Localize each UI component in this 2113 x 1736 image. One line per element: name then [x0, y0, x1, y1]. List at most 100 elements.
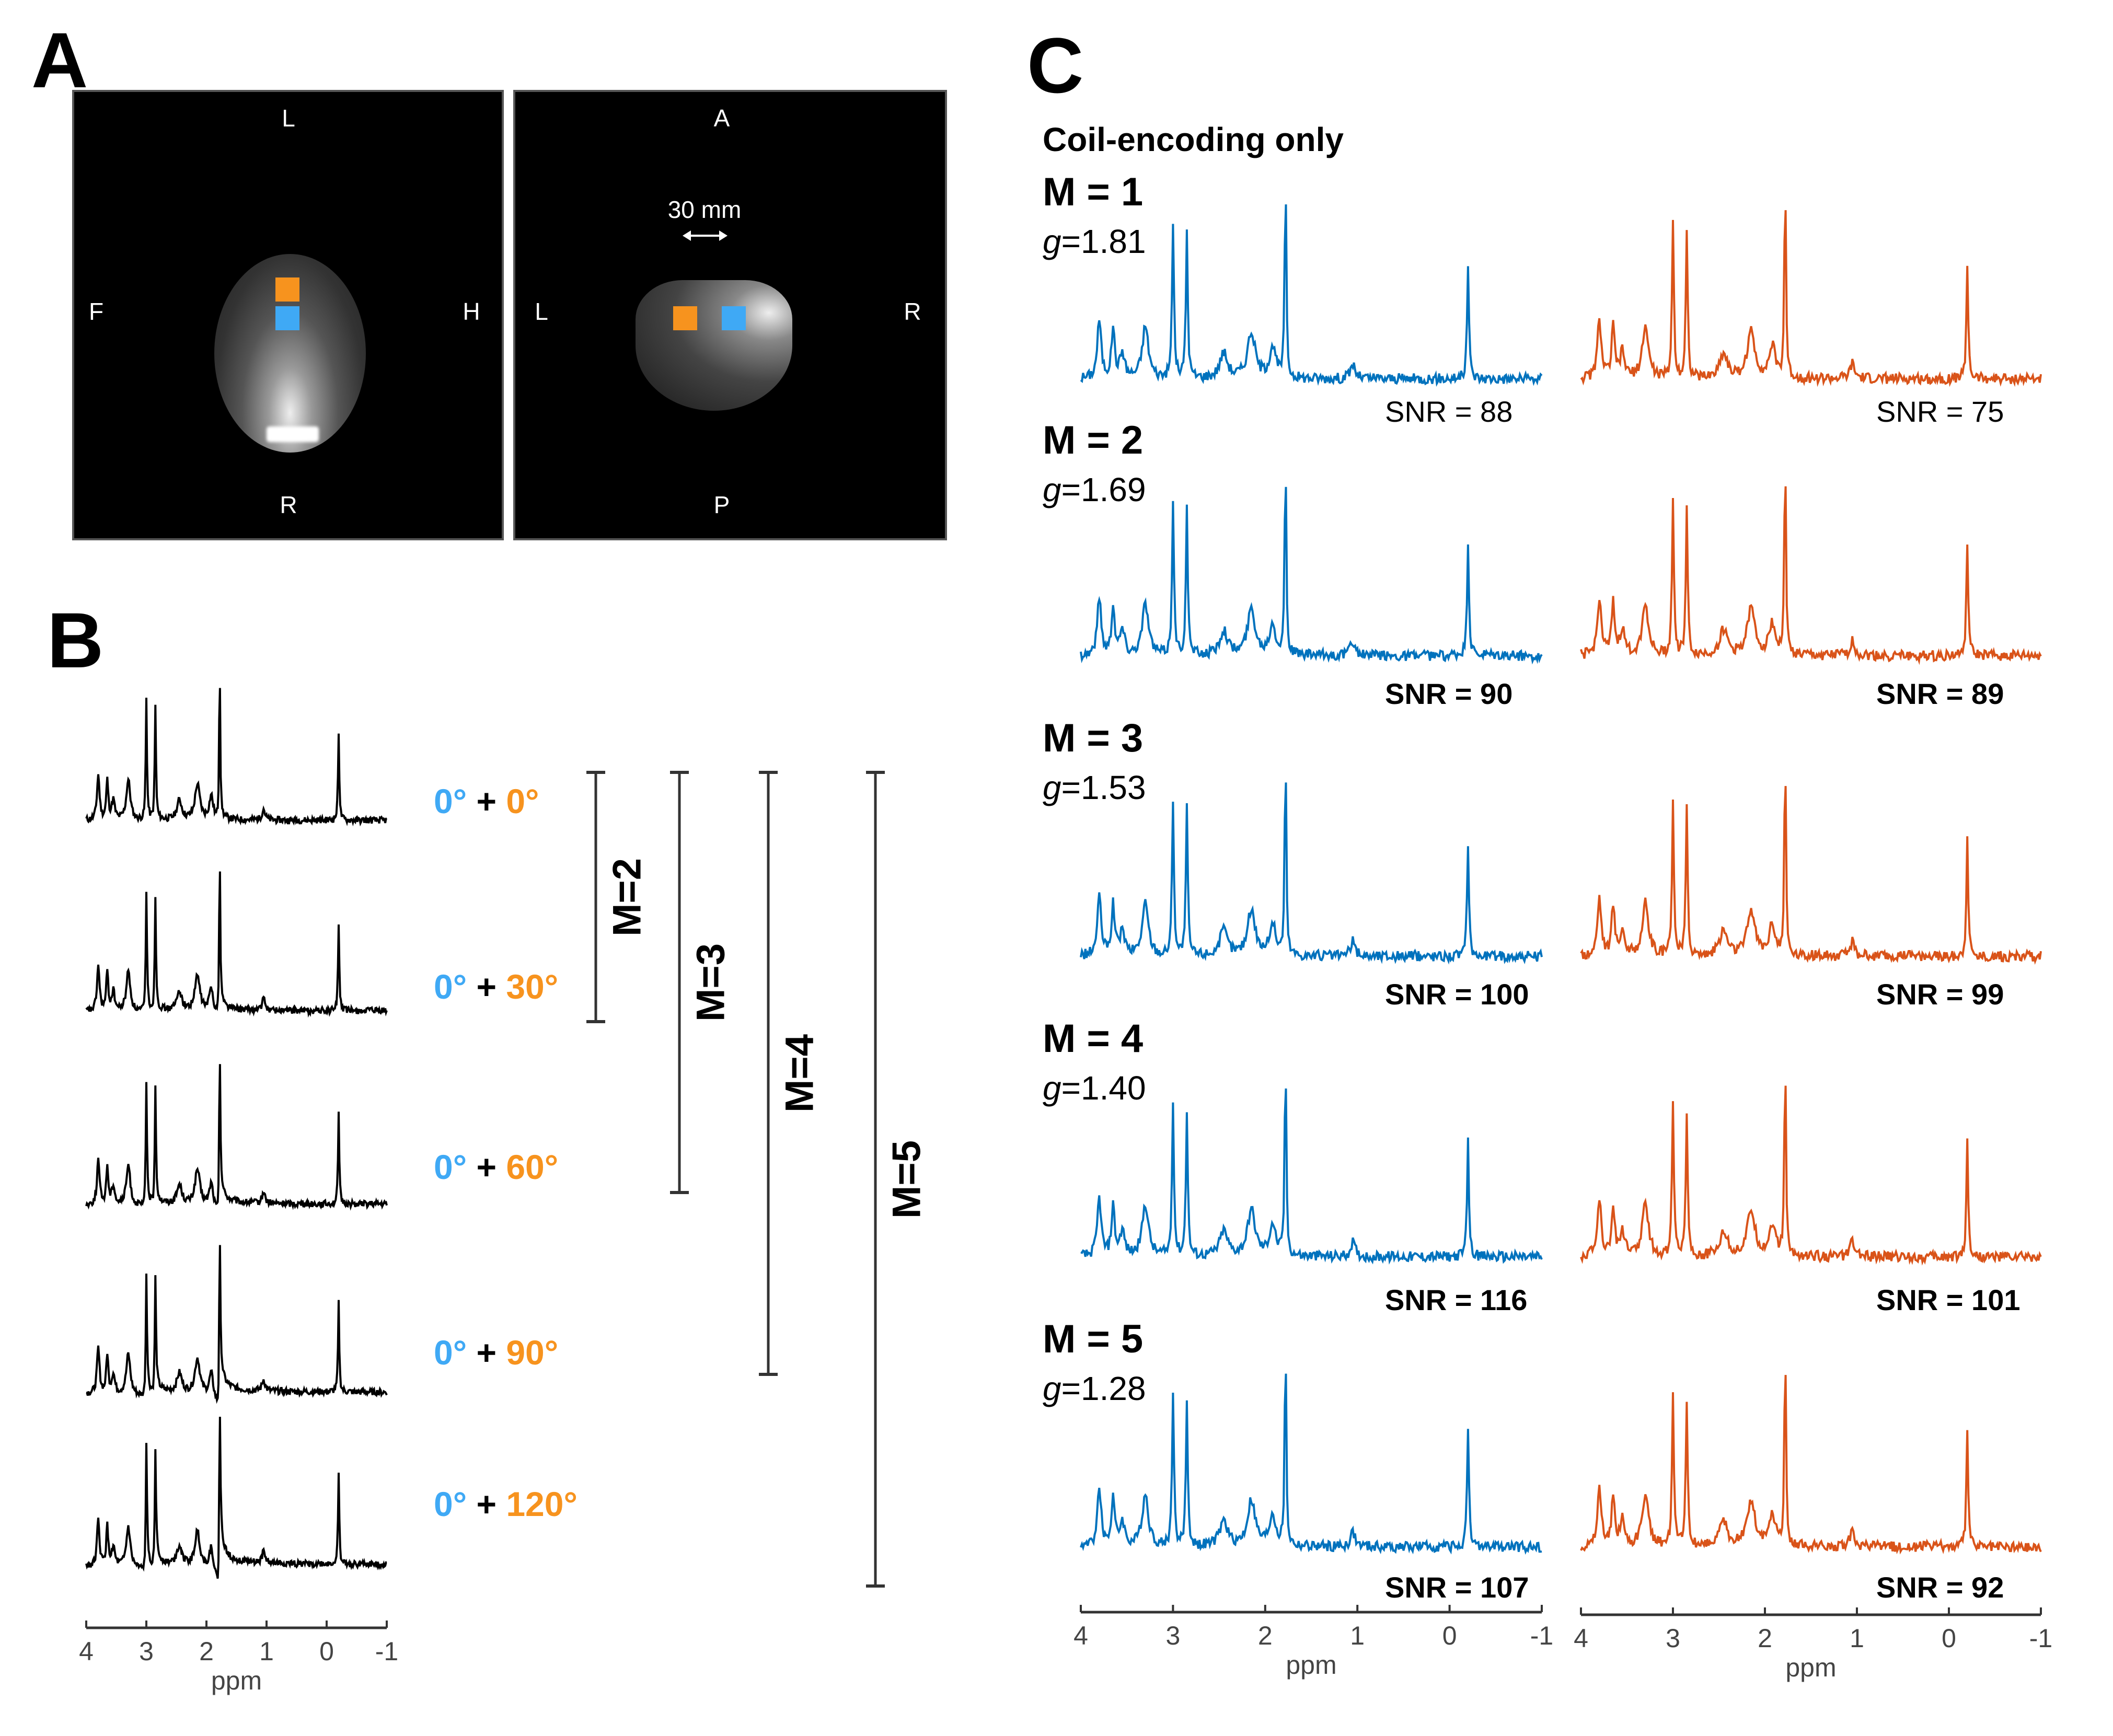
- spectrum-orange-m3: [1580, 786, 2042, 965]
- b-tick-label: 3: [139, 1637, 154, 1666]
- c-left-tick-label: 3: [1165, 1621, 1180, 1650]
- g-factor-label: g=1.53: [1043, 771, 1146, 804]
- panel-c-label: C: [1027, 21, 1084, 109]
- g-value: =1.53: [1061, 769, 1146, 806]
- double-arrow-icon: [683, 230, 728, 241]
- panel-c-subtitle: Coil-encoding only: [1043, 121, 1344, 158]
- orientation-right: R: [904, 298, 921, 325]
- snr-label-blue: SNR = 88: [1385, 395, 1513, 428]
- orange-angle: 90°: [506, 1333, 559, 1372]
- panel-b-spectra: 4 3 2 1 0 -1 ppm: [79, 688, 398, 1695]
- c-right-tick-label: 0: [1942, 1624, 1956, 1653]
- orientation-left: L: [535, 298, 548, 325]
- spectrum-blue-m5: [1080, 1373, 1542, 1555]
- b-tick-label: 0: [319, 1637, 334, 1666]
- g-factor-label: g=1.69: [1043, 473, 1146, 506]
- spectrum-b-3: [85, 1064, 388, 1211]
- phantom-blob: [636, 280, 792, 411]
- angle-combination-3: 0° + 60°: [434, 1150, 558, 1184]
- g-value: =1.81: [1061, 223, 1146, 260]
- angle-combination-4: 0° + 90°: [434, 1335, 558, 1370]
- bracket-m-2: [586, 771, 605, 1023]
- spectrum-blue-m1: [1080, 204, 1543, 387]
- snr-label-orange: SNR = 99: [1876, 978, 2004, 1011]
- g-factor-label: g=1.81: [1043, 225, 1146, 258]
- spectrum-orange-m4: [1580, 1085, 2042, 1266]
- spectrum-orange-m2: [1580, 486, 2042, 665]
- blue-angle: 0°: [434, 1148, 467, 1186]
- orange-angle: 60°: [506, 1148, 559, 1186]
- g-value: =1.28: [1061, 1370, 1146, 1407]
- plus-sign: +: [467, 782, 506, 820]
- c-left-tick-label: 1: [1350, 1621, 1365, 1650]
- b-tick-label: 2: [199, 1637, 214, 1666]
- orientation-right: H: [463, 298, 480, 325]
- c-left-tick-label: -1: [1530, 1621, 1553, 1650]
- angle-combination-1: 0° + 0°: [434, 784, 539, 818]
- spectrum-b-4: [86, 1245, 388, 1404]
- plus-sign: +: [467, 967, 506, 1006]
- spectrum-b-5: [85, 1417, 387, 1579]
- b-tick-label: -1: [375, 1637, 398, 1666]
- b-tick-label: 4: [79, 1637, 94, 1666]
- c-left-axis-label: ppm: [1286, 1650, 1336, 1680]
- scale-label: 30 mm: [667, 196, 742, 223]
- c-right-tick-label: 2: [1758, 1624, 1772, 1653]
- spectrum-b-2: [85, 871, 388, 1018]
- plus-sign: +: [467, 1333, 506, 1372]
- b-tick-label: 1: [259, 1637, 274, 1666]
- plus-sign: +: [467, 1485, 506, 1523]
- blue-angle: 0°: [434, 782, 467, 820]
- c-right-tick-label: -1: [2029, 1624, 2052, 1653]
- g-symbol: g: [1043, 1069, 1061, 1107]
- snr-label-orange: SNR = 75: [1876, 395, 2004, 428]
- snr-label-orange: SNR = 101: [1876, 1283, 2020, 1316]
- m-label: M = 5: [1043, 1317, 1144, 1361]
- g-value: =1.40: [1061, 1069, 1146, 1107]
- angle-combination-5: 0° + 120°: [434, 1487, 578, 1521]
- orientation-bottom: P: [713, 491, 730, 518]
- g-symbol: g: [1043, 471, 1061, 508]
- bracket-m-3: [670, 771, 689, 1194]
- snr-label-orange: SNR = 89: [1876, 677, 2004, 710]
- c-right-tick-label: 4: [1574, 1624, 1588, 1653]
- panel-a-label: A: [31, 16, 88, 104]
- snr-label-orange: SNR = 92: [1876, 1571, 2004, 1604]
- c-left-tick-label: 4: [1073, 1621, 1088, 1650]
- g-symbol: g: [1043, 223, 1061, 260]
- orientation-left: F: [88, 298, 104, 325]
- m-label: M = 1: [1043, 170, 1144, 214]
- roi-orange: [275, 277, 299, 302]
- mri-image-axial: 30 mm A P L R: [513, 90, 947, 540]
- spectrum-orange-m1: [1580, 210, 2042, 387]
- blue-angle: 0°: [434, 1485, 467, 1523]
- m-label: M = 4: [1043, 1016, 1144, 1061]
- blue-angle: 0°: [434, 967, 467, 1006]
- bracket-m-4: [759, 771, 778, 1376]
- panel-b-label: B: [47, 596, 104, 684]
- c-left-tick-label: 2: [1258, 1621, 1273, 1650]
- snr-label-blue: SNR = 100: [1385, 978, 1529, 1011]
- roi-blue: [275, 306, 299, 330]
- b-axis-label: ppm: [211, 1666, 262, 1695]
- angle-combination-2: 0° + 30°: [434, 969, 558, 1004]
- mri-image-sagittal: L R F H: [72, 90, 504, 540]
- orientation-bottom: R: [280, 491, 297, 518]
- g-symbol: g: [1043, 769, 1061, 806]
- c-right-tick-label: 1: [1850, 1624, 1864, 1653]
- spectrum-blue-m4: [1080, 1088, 1543, 1265]
- roi-orange: [673, 306, 697, 330]
- g-symbol: g: [1043, 1370, 1061, 1407]
- c-right-axis-label: ppm: [1785, 1653, 1836, 1682]
- spectrum-blue-m3: [1080, 782, 1543, 965]
- snr-label-blue: SNR = 107: [1385, 1571, 1529, 1604]
- orange-angle: 0°: [506, 782, 539, 820]
- orange-angle: 120°: [506, 1485, 578, 1523]
- spectrum-b-1: [85, 688, 388, 827]
- g-factor-label: g=1.28: [1043, 1372, 1146, 1405]
- c-right-tick-label: 3: [1666, 1624, 1680, 1653]
- spectrum-orange-m5: [1580, 1375, 2042, 1555]
- orange-angle: 30°: [506, 967, 559, 1006]
- m-label: M = 3: [1043, 716, 1144, 760]
